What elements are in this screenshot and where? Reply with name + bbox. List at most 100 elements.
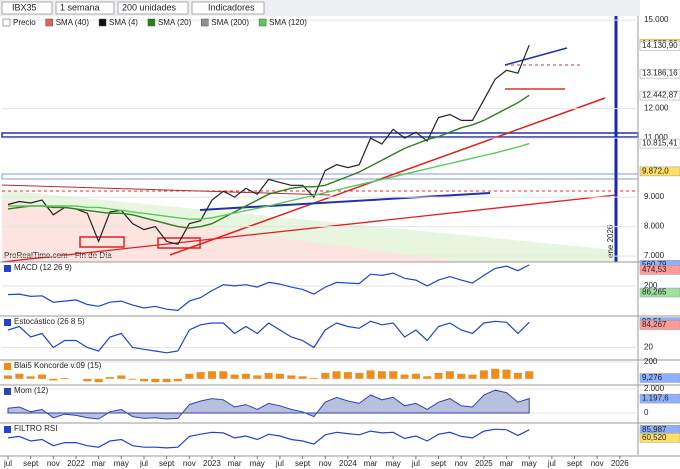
period: 1 semana xyxy=(60,2,100,12)
x-tick-label: nov xyxy=(319,459,332,468)
legend-label: SMA (4) xyxy=(109,18,138,27)
value-tag-label: 14.130,90 xyxy=(642,41,678,50)
bar xyxy=(434,372,443,379)
x-tick-label: mar xyxy=(500,459,514,468)
bar xyxy=(83,378,92,382)
trend-line xyxy=(1,184,331,196)
bar xyxy=(173,378,182,382)
panel-icon xyxy=(4,388,11,395)
x-tick-label: sept xyxy=(567,459,583,468)
bar xyxy=(355,372,364,379)
panel-icon xyxy=(4,426,11,433)
highlight-box xyxy=(157,237,201,249)
panel-title: Mom (12) xyxy=(14,386,49,395)
x-tick-label: nov xyxy=(183,459,196,468)
period-box[interactable] xyxy=(55,1,115,15)
bar xyxy=(468,374,477,379)
bar xyxy=(151,378,160,383)
x-tick-label: jul xyxy=(3,459,12,468)
bar xyxy=(445,371,454,379)
indicator-line xyxy=(7,320,530,354)
bar xyxy=(321,372,330,379)
legend-label: SMA (20) xyxy=(158,18,192,27)
x-tick-label: sept xyxy=(23,459,39,468)
value-tag-label: 1.197,6 xyxy=(642,394,669,403)
value-tag-label: 474,53 xyxy=(642,265,667,274)
panel-icon xyxy=(4,265,11,272)
x-tick-label: 2026 xyxy=(611,459,629,468)
bar xyxy=(139,378,148,382)
bar xyxy=(15,373,24,379)
bar xyxy=(185,373,194,379)
bar xyxy=(49,378,58,381)
indicators-button[interactable] xyxy=(191,1,265,15)
bar xyxy=(253,375,262,379)
bar xyxy=(479,370,488,379)
area xyxy=(7,389,530,420)
bar xyxy=(400,374,409,379)
units-box[interactable] xyxy=(117,1,189,15)
value-tag xyxy=(639,90,680,101)
panel-icon xyxy=(4,319,11,326)
bar xyxy=(366,370,375,379)
bar xyxy=(377,371,386,379)
x-tick-label: sept xyxy=(431,459,447,468)
legend-swatch xyxy=(45,18,53,27)
x-tick-label: mar xyxy=(92,459,106,468)
bar xyxy=(275,373,284,379)
x-tick-label: jul xyxy=(275,459,284,468)
y-tick-label: 12.000 xyxy=(644,104,669,113)
value-tag xyxy=(639,265,680,275)
units: 200 unidades xyxy=(122,2,177,12)
bar xyxy=(241,373,250,379)
legend-swatch xyxy=(98,18,107,27)
legend-label: SMA (200) xyxy=(211,18,249,27)
trend-line xyxy=(504,47,568,66)
trend-line xyxy=(1,194,617,263)
bar xyxy=(502,369,511,379)
bar xyxy=(298,376,307,379)
panel-title: Blai5 Koncorde v.09 (15) xyxy=(14,361,102,370)
y-tick-label: 2.000 xyxy=(644,384,665,393)
symbol-box[interactable] xyxy=(1,1,53,15)
bar xyxy=(128,378,137,380)
bar xyxy=(230,374,239,379)
y-tick-label: 200 xyxy=(644,281,658,290)
x-tick-label: may xyxy=(522,459,537,468)
panel-icon xyxy=(4,363,11,370)
value-tag-label: 13.186,16 xyxy=(642,69,678,78)
y-tick-label: 8.000 xyxy=(644,222,665,231)
legend-label: SMA (40) xyxy=(56,18,90,27)
x-tick-label: sept xyxy=(295,459,311,468)
bar xyxy=(105,377,114,379)
bar xyxy=(4,375,12,379)
value-tag xyxy=(639,373,680,383)
bar xyxy=(332,371,341,379)
x-tick-label: may xyxy=(386,459,401,468)
bar xyxy=(491,368,500,379)
value-tag xyxy=(639,393,680,404)
x-tick-label: 2024 xyxy=(339,459,357,468)
value-tag-label: 9,276 xyxy=(642,373,663,382)
indicator-line xyxy=(7,428,530,449)
value-tag xyxy=(639,41,680,51)
x-tick-label: mar xyxy=(228,459,242,468)
value-tag xyxy=(639,320,680,330)
indicator-line xyxy=(7,264,530,312)
value-tag-label: 85,987 xyxy=(642,425,667,434)
panel-title: FILTRO RSI xyxy=(14,424,57,433)
legend-label: Precio xyxy=(13,18,36,27)
bar xyxy=(309,377,318,379)
trend-line xyxy=(169,97,606,256)
legend-swatch xyxy=(258,18,267,27)
value-tag-label: 560,79 xyxy=(642,260,667,269)
value-tag-label: 9.872,0 xyxy=(642,166,669,175)
price-line xyxy=(7,44,530,245)
value-tag-label: 86,265 xyxy=(642,288,667,297)
x-tick-label: mar xyxy=(364,459,378,468)
value-tag-label: 84,267 xyxy=(642,320,667,329)
bar xyxy=(117,375,126,379)
bar xyxy=(94,378,103,383)
value-tag-label: 60,520 xyxy=(642,433,667,442)
